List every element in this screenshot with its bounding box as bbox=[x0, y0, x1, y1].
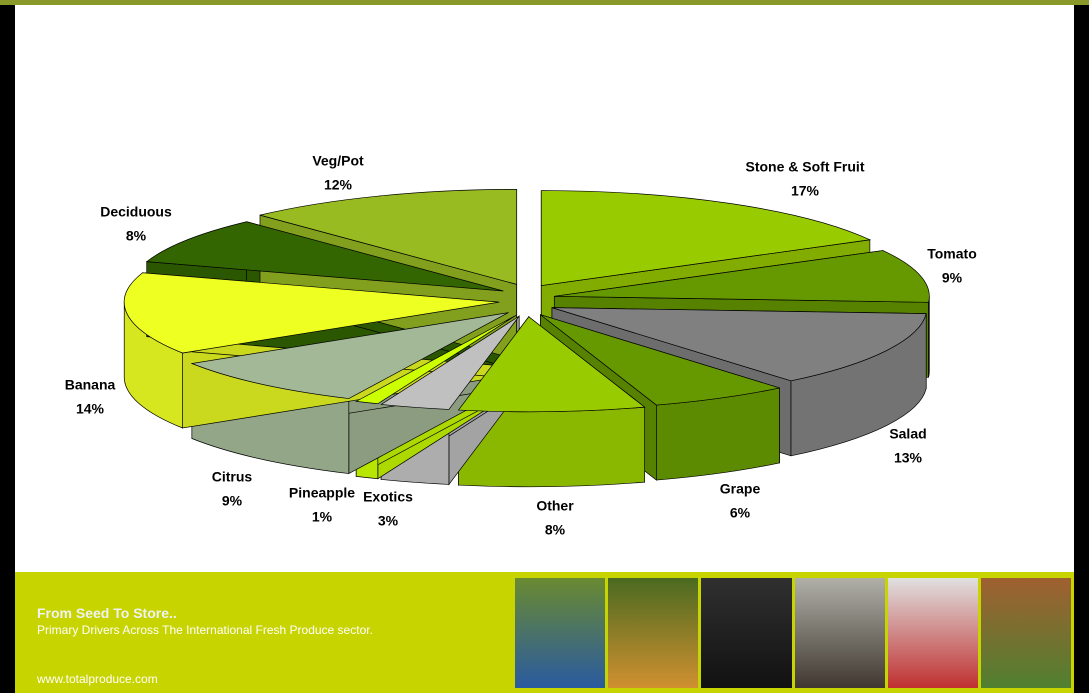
slice-label: Citrus bbox=[212, 469, 253, 485]
footer-url: www.totalproduce.com bbox=[37, 672, 158, 686]
slice-label: Banana bbox=[65, 377, 116, 393]
slice-value-label: 6% bbox=[730, 505, 751, 521]
photo bbox=[981, 578, 1071, 688]
slice-value-label: 9% bbox=[222, 493, 243, 509]
slice-value-label: 8% bbox=[126, 228, 147, 244]
slice-label: Salad bbox=[889, 426, 926, 442]
slice-value-label: 8% bbox=[545, 522, 566, 538]
slice-label: Deciduous bbox=[100, 204, 172, 220]
slice-value-label: 17% bbox=[791, 183, 820, 199]
chart-area: Stone & Soft Fruit 17% Tomato 9% Salad 13% Gra… bbox=[15, 5, 1074, 572]
slice-label: Other bbox=[536, 498, 574, 514]
slide: Stone & Soft Fruit 17% Tomato 9% Salad 13% Gra… bbox=[0, 0, 1089, 693]
chart: Stone & Soft Fruit 17% Tomato 9% Salad 13% Gra… bbox=[15, 5, 1074, 572]
slice-side bbox=[929, 296, 930, 377]
slice-value-label: 3% bbox=[378, 513, 399, 529]
photo bbox=[795, 578, 885, 688]
photo-strip bbox=[515, 578, 1071, 688]
footer-subtitle: Primary Drivers Across The International… bbox=[37, 623, 373, 637]
slice-value-label: 14% bbox=[76, 401, 105, 417]
photo bbox=[608, 578, 698, 688]
slice-label: Exotics bbox=[363, 489, 413, 505]
photo bbox=[701, 578, 791, 688]
slice-label: Grape bbox=[720, 481, 761, 497]
slice-label: Pineapple bbox=[289, 485, 355, 501]
slice-value-label: 13% bbox=[894, 450, 923, 466]
photo bbox=[515, 578, 605, 688]
slice-value-label: 1% bbox=[312, 509, 333, 525]
slice-label: Veg/Pot bbox=[312, 153, 364, 169]
photo bbox=[888, 578, 978, 688]
slice-label: Stone & Soft Fruit bbox=[746, 159, 865, 175]
slice-value-label: 12% bbox=[324, 177, 353, 193]
slice-value-label: 9% bbox=[942, 270, 963, 286]
footer: From Seed To Store.. Primary Drivers Acr… bbox=[15, 572, 1074, 693]
slice-label: Tomato bbox=[927, 246, 977, 262]
footer-title: From Seed To Store.. bbox=[37, 605, 177, 621]
